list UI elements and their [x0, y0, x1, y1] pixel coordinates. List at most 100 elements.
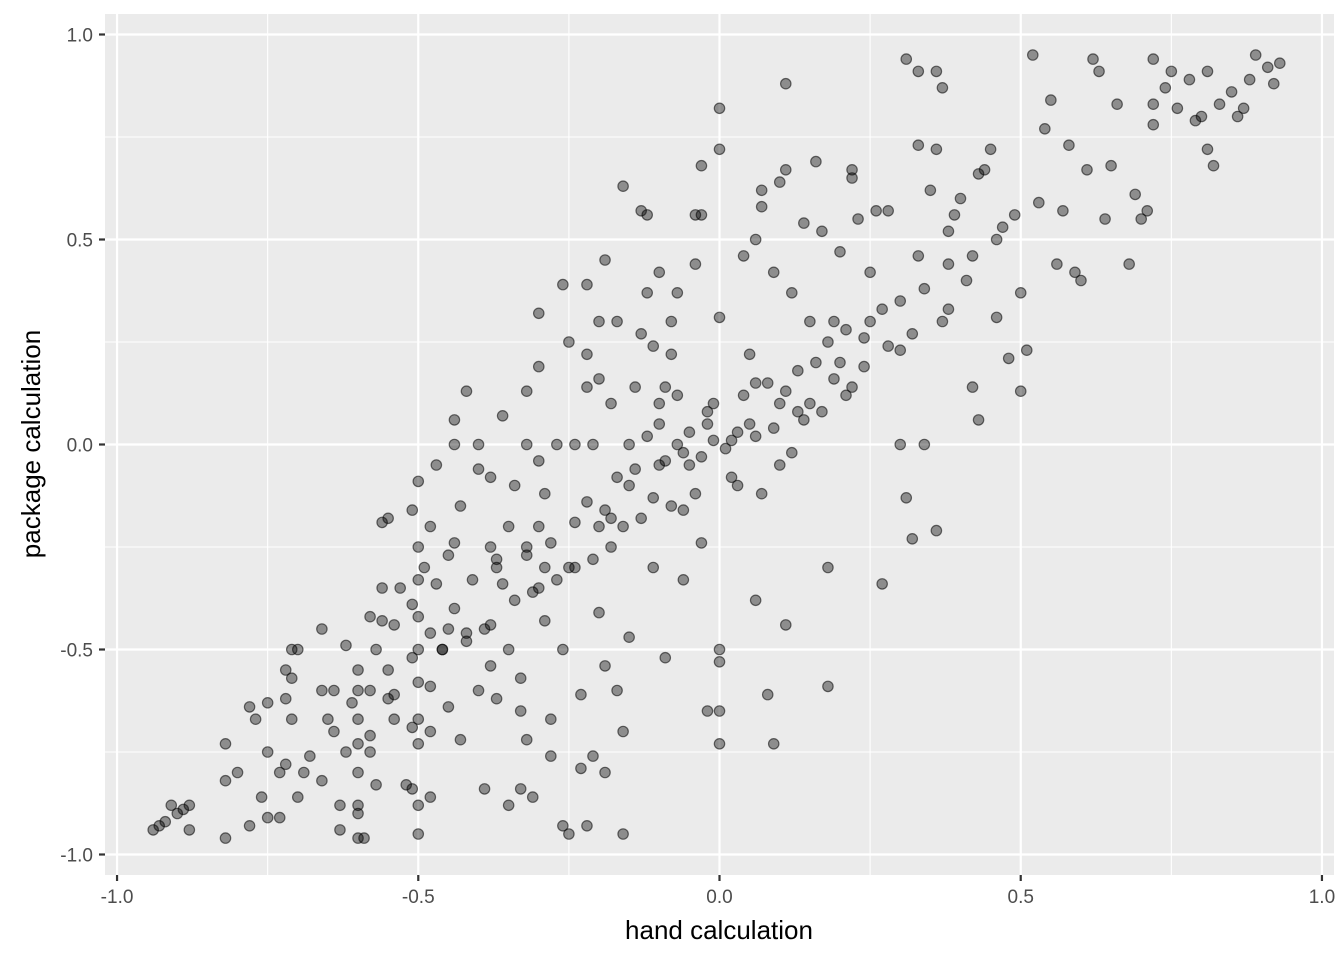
data-point — [412, 610, 425, 623]
data-point — [653, 266, 666, 279]
y-axis-title: package calculation — [16, 330, 46, 558]
data-point — [942, 303, 955, 315]
data-point — [767, 422, 780, 434]
data-point — [1075, 274, 1087, 287]
data-point — [623, 631, 635, 643]
data-point — [514, 672, 527, 684]
data-point — [611, 684, 623, 697]
data-point — [1014, 286, 1027, 299]
x-tick-label: 0.0 — [706, 887, 732, 908]
data-point — [948, 209, 961, 221]
data-point — [1123, 258, 1135, 270]
data-point — [1032, 196, 1045, 209]
data-point — [792, 405, 804, 418]
data-point — [490, 561, 503, 574]
data-point — [520, 733, 533, 746]
data-point — [514, 705, 527, 717]
data-point — [382, 692, 394, 705]
data-point — [882, 205, 894, 217]
data-point — [1087, 53, 1099, 65]
data-point — [972, 414, 985, 426]
data-point — [424, 520, 437, 533]
data-point — [954, 192, 967, 205]
data-point — [828, 373, 840, 385]
data-point — [472, 463, 485, 475]
data-point — [316, 684, 328, 697]
data-point — [587, 438, 599, 451]
data-point — [840, 389, 852, 402]
data-point — [406, 651, 419, 664]
data-point — [653, 459, 666, 471]
data-point — [665, 500, 678, 512]
x-tick-label: -1.0 — [101, 887, 134, 908]
data-point — [605, 541, 617, 553]
data-point — [1249, 49, 1262, 61]
data-point — [779, 619, 792, 631]
data-point — [773, 397, 786, 410]
data-point — [1147, 118, 1160, 131]
data-point — [599, 766, 611, 779]
data-point — [587, 750, 599, 762]
data-point — [599, 660, 611, 672]
data-points — [147, 49, 1286, 844]
data-point — [1051, 258, 1063, 270]
data-point — [388, 688, 400, 701]
data-point — [569, 561, 581, 574]
data-point — [1014, 385, 1027, 397]
data-point — [316, 623, 328, 635]
data-point — [285, 713, 298, 725]
data-point — [683, 426, 696, 438]
y-tick-label: 1.0 — [67, 26, 93, 47]
data-point — [328, 725, 340, 738]
data-point — [755, 184, 768, 197]
data-point — [545, 713, 557, 725]
data-point — [1201, 65, 1214, 78]
data-point — [852, 213, 864, 225]
data-point — [671, 389, 684, 402]
x-tick-label: 1.0 — [1309, 887, 1335, 908]
data-point — [749, 233, 762, 246]
data-point — [755, 200, 768, 213]
data-point — [761, 688, 774, 701]
y-tick-label: -1.0 — [60, 846, 93, 867]
x-tick-label: 0.5 — [1008, 887, 1034, 908]
data-point — [1093, 65, 1105, 78]
data-point — [665, 348, 678, 361]
data-point — [352, 684, 364, 697]
data-point — [641, 209, 654, 221]
data-point — [653, 418, 666, 430]
data-point — [532, 307, 545, 320]
data-point — [352, 664, 364, 676]
data-point — [412, 799, 425, 812]
y-axis: -1.0 -0.5 0.0 0.5 1.0 — [60, 26, 105, 867]
data-point — [532, 582, 545, 594]
data-point — [538, 561, 551, 574]
data-point — [713, 102, 726, 115]
data-point — [364, 746, 376, 758]
data-point — [713, 705, 726, 717]
data-point — [1201, 143, 1214, 156]
data-point — [912, 250, 925, 262]
data-point — [514, 783, 527, 795]
data-point — [689, 487, 702, 500]
data-point — [804, 315, 816, 328]
data-point — [605, 397, 617, 410]
data-point — [731, 426, 744, 438]
data-point — [894, 438, 907, 451]
data-point — [713, 143, 726, 156]
data-point — [936, 315, 949, 328]
data-point — [502, 520, 515, 533]
data-point — [653, 397, 666, 410]
data-point — [1165, 65, 1178, 78]
data-point — [412, 643, 425, 656]
data-point — [804, 397, 816, 410]
x-axis-title: hand calculation — [625, 915, 813, 945]
data-point — [442, 623, 455, 635]
data-point — [448, 438, 461, 451]
data-point — [406, 598, 419, 611]
data-point — [623, 438, 635, 451]
data-point — [737, 389, 750, 402]
data-point — [478, 783, 491, 795]
data-point — [876, 303, 888, 315]
